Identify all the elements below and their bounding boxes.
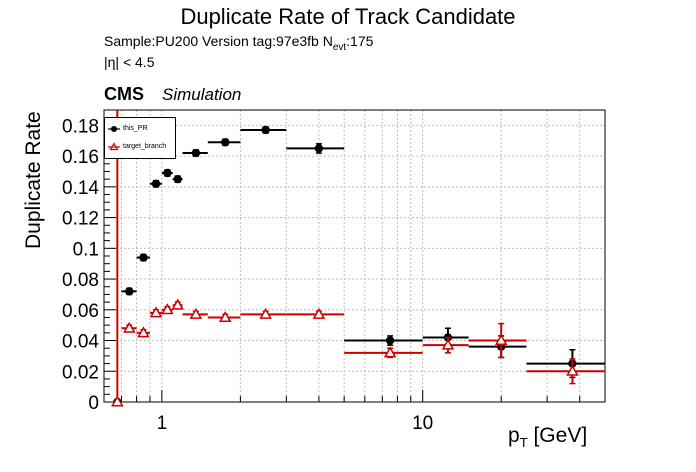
data-point	[137, 326, 150, 338]
data-point	[171, 298, 184, 310]
data-point	[312, 307, 326, 319]
nevt-subscript: evt	[332, 41, 347, 53]
data-point	[494, 334, 508, 346]
data-point	[441, 338, 455, 350]
y-tick-label: 0.14	[62, 178, 99, 199]
data-point	[161, 303, 174, 315]
plot-frame	[103, 109, 606, 403]
x-axis-symbol: p	[508, 424, 520, 447]
y-tick-label: 0.04	[62, 332, 99, 353]
y-tick-label: 0.12	[62, 209, 99, 230]
data-point	[173, 174, 182, 184]
x-axis-subscript: T	[519, 435, 528, 451]
x-tick-label: 1	[157, 413, 168, 434]
y-tick-label: 0.02	[62, 362, 99, 383]
chart-title: Duplicate Rate of Track Candidate	[180, 4, 516, 29]
simulation-label: Simulation	[162, 85, 242, 104]
data-point	[191, 148, 201, 158]
y-tick-label: 0.08	[62, 270, 99, 291]
legend: this_PR target_branch	[104, 117, 176, 159]
grid	[103, 110, 606, 403]
data-point	[125, 287, 134, 296]
sample-info: Sample:PU200 Version tag:97e3fb Nevt:175	[104, 33, 373, 53]
y-tick-label: 0.16	[62, 147, 99, 168]
data-point	[261, 125, 270, 135]
data-point	[163, 168, 172, 178]
data-point	[566, 364, 579, 376]
legend-target-marker	[109, 142, 119, 151]
series-layer	[111, 110, 605, 407]
legend-target-label: target_branch	[123, 143, 167, 150]
data-point	[149, 306, 163, 318]
data-point	[385, 336, 395, 345]
data-point	[139, 253, 148, 262]
y-axis-label: Duplicate Rate	[22, 111, 45, 249]
data-point	[189, 307, 203, 319]
data-point	[122, 321, 136, 333]
cms-label: CMS	[104, 84, 144, 104]
legend-this-pr-label: this_PR	[123, 125, 148, 132]
data-point	[111, 395, 124, 407]
sample-label: Sample:PU200 Version tag:97e3fb N	[104, 33, 333, 49]
y-tick-label: 0.18	[62, 116, 99, 137]
x-tick-label: 10	[412, 413, 433, 434]
data-point	[218, 310, 232, 322]
eta-cut: |η| < 4.5	[104, 54, 155, 70]
y-tick-label: 0.1	[73, 239, 99, 260]
nevt-value: :175	[346, 33, 374, 49]
legend-markers	[108, 126, 120, 151]
y-tick-label: 0	[88, 393, 99, 414]
legend-this-pr-marker	[111, 126, 117, 132]
x-axis-label: pT [GeV]	[508, 424, 587, 450]
x-axis-unit: [GeV]	[527, 424, 588, 447]
y-tick-label: 0.06	[62, 301, 99, 322]
data-point	[314, 144, 324, 153]
axes: 0 0.02 0.04 0.06 0.08 0.1 0.12 0.14 0.16 0.18 1 10	[62, 109, 606, 434]
data-point	[259, 307, 272, 319]
data-point	[151, 179, 161, 188]
data-point	[383, 346, 397, 358]
data-point	[221, 138, 230, 147]
